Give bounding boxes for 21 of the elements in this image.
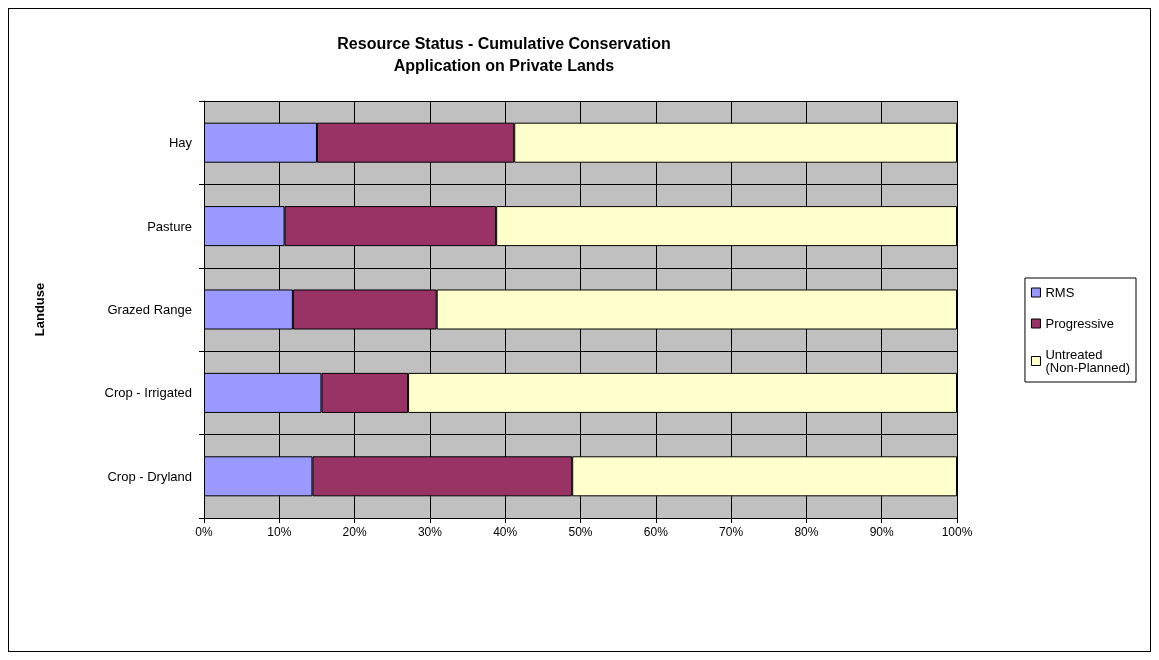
- y-axis-title: Landuse: [32, 282, 47, 337]
- legend-label: RMS: [1045, 285, 1075, 300]
- x-tick-label: 20%: [342, 525, 367, 539]
- x-tick-label: 60%: [643, 525, 669, 539]
- x-tick-label: 70%: [719, 525, 744, 539]
- y-tick-label: Crop - Irrigated: [104, 385, 192, 401]
- y-tick-label: Pasture: [147, 218, 192, 234]
- legend-label: Untreated (Non-Planned): [1045, 347, 1130, 375]
- y-tick-label: Hay: [168, 135, 193, 151]
- x-tick-label: 0%: [195, 525, 213, 539]
- x-tick-label: 50%: [568, 525, 593, 539]
- x-tick-label: 100%: [941, 525, 973, 539]
- x-tick-label: 40%: [493, 525, 518, 539]
- legend-label: Progressive: [1045, 316, 1115, 331]
- y-tick-label: Crop - Dryland: [107, 468, 192, 484]
- x-tick-label: 90%: [869, 525, 895, 539]
- y-tick-label: Grazed Range: [107, 302, 192, 317]
- x-tick-label: 80%: [794, 525, 819, 539]
- chart-title: Resource Status - Cumulative Conservation Application on Private Lands: [337, 34, 671, 74]
- x-tick-label: 10%: [267, 525, 292, 539]
- x-tick-label: 30%: [417, 525, 443, 539]
